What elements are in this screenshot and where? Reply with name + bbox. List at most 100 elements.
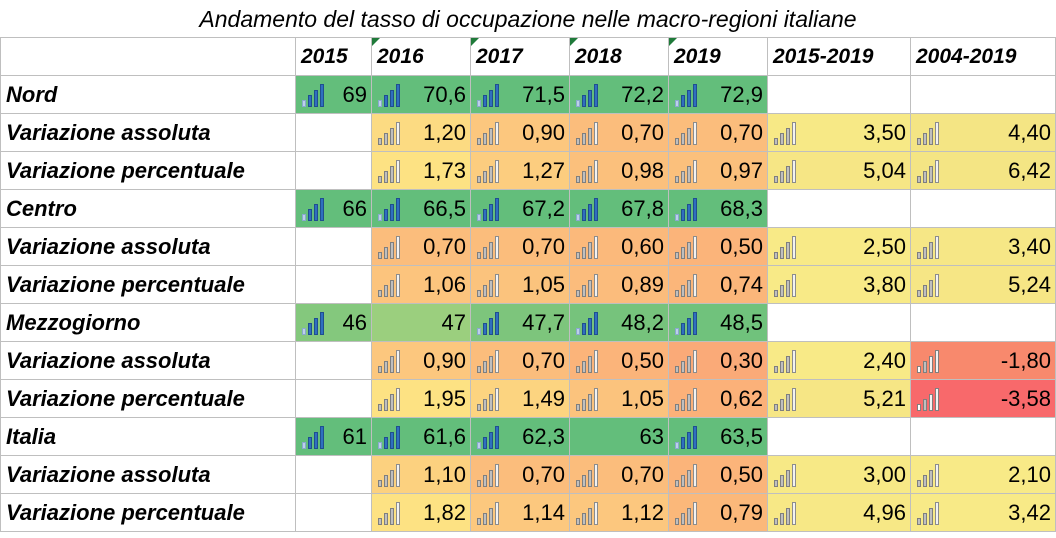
data-cell[interactable]: 61,6 <box>372 418 471 456</box>
data-cell[interactable] <box>296 266 372 304</box>
column-header-2019[interactable]: 2019 <box>669 38 768 76</box>
data-cell[interactable]: 4,40 <box>911 114 1056 152</box>
data-cell[interactable]: 0,70 <box>471 342 570 380</box>
data-cell[interactable]: 0,70 <box>372 228 471 266</box>
data-cell[interactable]: 1,27 <box>471 152 570 190</box>
data-cell[interactable]: -3,58 <box>911 380 1056 418</box>
data-cell[interactable]: 0,98 <box>570 152 669 190</box>
data-cell[interactable]: 67,8 <box>570 190 669 228</box>
data-cell[interactable]: 3,80 <box>768 266 911 304</box>
data-cell[interactable] <box>768 190 911 228</box>
data-cell[interactable] <box>296 494 372 532</box>
data-cell[interactable]: 1,10 <box>372 456 471 494</box>
data-cell[interactable]: 6,42 <box>911 152 1056 190</box>
data-cell[interactable]: 0,70 <box>570 456 669 494</box>
data-cell[interactable]: 72,9 <box>669 76 768 114</box>
data-cell[interactable]: 2,40 <box>768 342 911 380</box>
data-cell[interactable]: 4,96 <box>768 494 911 532</box>
data-cell[interactable]: 67,2 <box>471 190 570 228</box>
data-cell[interactable]: 66,5 <box>372 190 471 228</box>
column-header-2018[interactable]: 2018 <box>570 38 669 76</box>
column-header-2004-2019[interactable]: 2004-2019 <box>911 38 1056 76</box>
data-cell[interactable] <box>768 418 911 456</box>
data-cell[interactable]: 48,5 <box>669 304 768 342</box>
data-cell[interactable] <box>911 418 1056 456</box>
data-cell[interactable]: 0,50 <box>570 342 669 380</box>
data-cell[interactable]: 62,3 <box>471 418 570 456</box>
data-cell[interactable]: 72,2 <box>570 76 669 114</box>
data-cell[interactable]: 46 <box>296 304 372 342</box>
data-cell[interactable]: 63 <box>570 418 669 456</box>
data-cell[interactable] <box>296 342 372 380</box>
row-label[interactable]: Nord <box>0 76 296 114</box>
data-cell[interactable]: 0,90 <box>372 342 471 380</box>
data-cell[interactable]: 69 <box>296 76 372 114</box>
data-cell[interactable]: 63,5 <box>669 418 768 456</box>
data-cell[interactable]: 3,42 <box>911 494 1056 532</box>
column-header-2016[interactable]: 2016 <box>372 38 471 76</box>
data-cell[interactable]: 5,21 <box>768 380 911 418</box>
data-cell[interactable] <box>911 304 1056 342</box>
data-cell[interactable] <box>296 114 372 152</box>
column-header-2015[interactable]: 2015 <box>296 38 372 76</box>
data-cell[interactable]: 0,70 <box>570 114 669 152</box>
data-cell[interactable]: 0,89 <box>570 266 669 304</box>
data-cell[interactable]: 1,49 <box>471 380 570 418</box>
data-cell[interactable]: 68,3 <box>669 190 768 228</box>
data-cell[interactable]: 1,05 <box>570 380 669 418</box>
data-cell[interactable]: 70,6 <box>372 76 471 114</box>
data-cell[interactable]: 2,10 <box>911 456 1056 494</box>
data-cell[interactable]: 66 <box>296 190 372 228</box>
data-cell[interactable]: 0,62 <box>669 380 768 418</box>
data-cell[interactable] <box>768 76 911 114</box>
data-cell[interactable]: 0,50 <box>669 456 768 494</box>
data-cell[interactable]: 1,82 <box>372 494 471 532</box>
row-label[interactable]: Mezzogiorno <box>0 304 296 342</box>
data-cell[interactable]: -1,80 <box>911 342 1056 380</box>
data-cell[interactable]: 0,97 <box>669 152 768 190</box>
row-label[interactable]: Centro <box>0 190 296 228</box>
data-cell[interactable]: 3,50 <box>768 114 911 152</box>
data-cell[interactable] <box>296 152 372 190</box>
data-cell[interactable]: 0,74 <box>669 266 768 304</box>
column-header-2015-2019[interactable]: 2015-2019 <box>768 38 911 76</box>
column-header-2017[interactable]: 2017 <box>471 38 570 76</box>
data-cell[interactable]: 2,50 <box>768 228 911 266</box>
data-cell[interactable] <box>296 456 372 494</box>
row-label[interactable]: Variazione assoluta <box>0 228 296 266</box>
row-label[interactable]: Italia <box>0 418 296 456</box>
data-cell[interactable]: 71,5 <box>471 76 570 114</box>
header-corner-cell[interactable] <box>0 38 296 76</box>
data-cell[interactable] <box>768 304 911 342</box>
row-label[interactable]: Variazione assoluta <box>0 342 296 380</box>
data-cell[interactable]: 61 <box>296 418 372 456</box>
row-label[interactable]: Variazione percentuale <box>0 266 296 304</box>
row-label[interactable]: Variazione percentuale <box>0 380 296 418</box>
data-cell[interactable]: 0,79 <box>669 494 768 532</box>
data-cell[interactable]: 3,40 <box>911 228 1056 266</box>
data-cell[interactable]: 0,90 <box>471 114 570 152</box>
data-cell[interactable] <box>911 190 1056 228</box>
data-cell[interactable]: 1,73 <box>372 152 471 190</box>
data-cell[interactable]: 1,20 <box>372 114 471 152</box>
data-cell[interactable]: 47 <box>372 304 471 342</box>
data-cell[interactable]: 1,05 <box>471 266 570 304</box>
data-cell[interactable]: 48,2 <box>570 304 669 342</box>
data-cell[interactable]: 1,12 <box>570 494 669 532</box>
data-cell[interactable]: 47,7 <box>471 304 570 342</box>
row-label[interactable]: Variazione percentuale <box>0 152 296 190</box>
data-cell[interactable]: 0,70 <box>471 456 570 494</box>
data-cell[interactable]: 1,06 <box>372 266 471 304</box>
data-cell[interactable]: 0,30 <box>669 342 768 380</box>
data-cell[interactable]: 0,70 <box>471 228 570 266</box>
data-cell[interactable]: 0,50 <box>669 228 768 266</box>
data-cell[interactable]: 0,70 <box>669 114 768 152</box>
row-label[interactable]: Variazione percentuale <box>0 494 296 532</box>
data-cell[interactable]: 5,24 <box>911 266 1056 304</box>
data-cell[interactable]: 0,60 <box>570 228 669 266</box>
row-label[interactable]: Variazione assoluta <box>0 114 296 152</box>
row-label[interactable]: Variazione assoluta <box>0 456 296 494</box>
data-cell[interactable] <box>296 228 372 266</box>
data-cell[interactable] <box>296 380 372 418</box>
data-cell[interactable]: 3,00 <box>768 456 911 494</box>
